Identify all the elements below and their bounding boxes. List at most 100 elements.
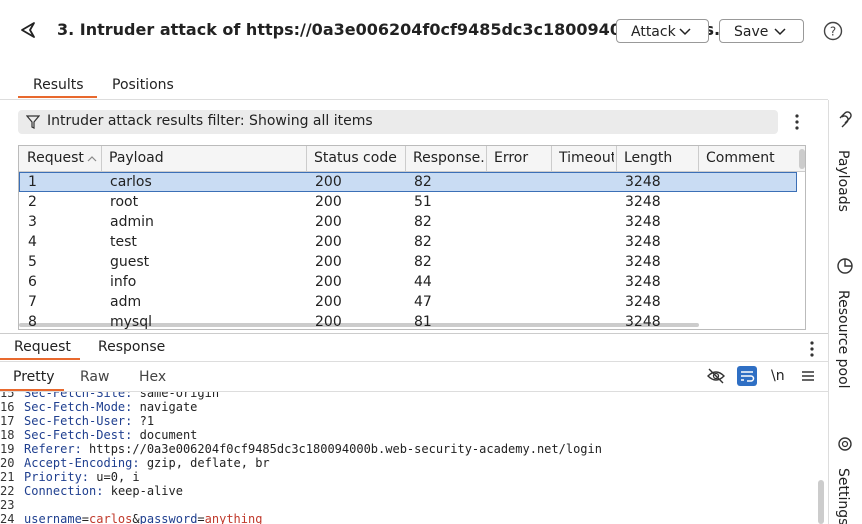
header-value: document bbox=[139, 428, 198, 442]
table-cell: info bbox=[110, 274, 137, 290]
sidebar: Payloads Resource pool Settings bbox=[835, 111, 853, 524]
table-cell: 200 bbox=[315, 234, 342, 250]
param-value: carlos bbox=[89, 512, 133, 524]
button-label: Save bbox=[734, 24, 769, 40]
scrollbar bbox=[799, 149, 805, 169]
line-number: 16 bbox=[0, 400, 15, 414]
table-row[interactable]: 7 adm 200 47 3248 bbox=[19, 292, 797, 312]
tab[interactable]: Positions bbox=[112, 77, 174, 93]
param-name: username bbox=[24, 512, 82, 524]
newline-toggle[interactable]: \n bbox=[771, 368, 785, 384]
column-border bbox=[405, 146, 406, 171]
back-icon[interactable] bbox=[18, 20, 38, 40]
header-value: navigate bbox=[139, 400, 198, 414]
table-cell: 3248 bbox=[625, 294, 661, 310]
tab-underline bbox=[0, 358, 80, 360]
table-cell: 2 bbox=[28, 194, 37, 210]
code-line: username=carlos&password=anything bbox=[24, 512, 262, 524]
sidebar-tab[interactable]: Payloads bbox=[835, 150, 851, 212]
table-cell: 4 bbox=[28, 234, 37, 250]
menu-icon[interactable] bbox=[807, 339, 817, 359]
table-cell: 200 bbox=[315, 294, 342, 310]
tab[interactable]: Request bbox=[14, 339, 71, 355]
param-value: anything bbox=[204, 512, 263, 524]
view-tab[interactable]: Pretty bbox=[13, 369, 55, 385]
tab-underline bbox=[0, 389, 64, 391]
header-value: gzip, deflate, br bbox=[146, 456, 270, 470]
table-row[interactable]: 2 root 200 51 3248 bbox=[19, 192, 797, 212]
save-button[interactable]: Save bbox=[719, 19, 804, 43]
header-name: Priority: bbox=[24, 470, 90, 484]
table-row[interactable]: 8 mysql 200 81 3248 bbox=[19, 312, 797, 330]
table-cell: 200 bbox=[315, 194, 342, 210]
table-row[interactable]: 3 admin 200 82 3248 bbox=[19, 212, 797, 232]
menu-icon[interactable] bbox=[792, 112, 802, 132]
code-line: Connection: keep-alive bbox=[24, 484, 183, 498]
table-cell: 44 bbox=[414, 274, 432, 290]
table-cell: 200 bbox=[315, 214, 342, 230]
table-cell: 7 bbox=[28, 294, 37, 310]
table-row[interactable]: 1 carlos 200 82 3248 bbox=[19, 172, 797, 192]
code-line: Accept-Encoding: gzip, deflate, br bbox=[24, 456, 270, 470]
table-cell: adm bbox=[110, 294, 142, 310]
table-cell: root bbox=[110, 194, 139, 210]
table-row[interactable]: 4 test 200 82 3248 bbox=[19, 232, 797, 252]
code-line: Sec-Fetch-User: ?1 bbox=[24, 414, 154, 428]
table-cell: 3248 bbox=[625, 274, 661, 290]
hide-icon[interactable] bbox=[706, 367, 726, 385]
help-icon[interactable]: ? bbox=[823, 21, 843, 41]
button-label: Attack bbox=[631, 24, 676, 40]
table-cell: 6 bbox=[28, 274, 37, 290]
column-header: Payload bbox=[109, 150, 164, 166]
header-value: ?1 bbox=[139, 414, 155, 428]
column-border bbox=[616, 146, 617, 171]
line-number: 21 bbox=[0, 470, 15, 484]
column-border bbox=[698, 146, 699, 171]
header-name: Sec-Fetch-User: bbox=[24, 414, 133, 428]
table-cell: 200 bbox=[315, 174, 342, 190]
table-cell: 5 bbox=[28, 254, 37, 270]
table-cell: 82 bbox=[414, 234, 432, 250]
attack-button[interactable]: Attack bbox=[616, 19, 709, 43]
window-title: 3. Intruder attack of https://0a3e006204… bbox=[57, 20, 733, 39]
table-row[interactable]: 6 info 200 44 3248 bbox=[19, 272, 797, 292]
line-number: 19 bbox=[0, 442, 15, 456]
line-number: 24 bbox=[0, 512, 15, 524]
header-name: Referer: bbox=[24, 442, 82, 456]
table-cell: 82 bbox=[414, 174, 432, 190]
column-border bbox=[101, 146, 102, 171]
table-row[interactable]: 5 guest 200 82 3248 bbox=[19, 252, 797, 272]
header-value: u=0, i bbox=[96, 470, 140, 484]
line-number: 18 bbox=[0, 428, 15, 442]
line-number: 20 bbox=[0, 456, 15, 470]
table-cell: 3248 bbox=[625, 214, 661, 230]
results-table: Request Payload Status code Response... Erro… bbox=[18, 145, 806, 330]
header-name: Sec-Fetch-Site: bbox=[24, 392, 133, 400]
code-line: Sec-Fetch-Site: same-origin bbox=[24, 392, 219, 400]
sort-icon[interactable] bbox=[87, 155, 97, 163]
table-cell: 3248 bbox=[625, 234, 661, 250]
code-line: Sec-Fetch-Mode: navigate bbox=[24, 400, 197, 414]
delimiter: & bbox=[132, 512, 140, 524]
table-cell: 8 bbox=[28, 314, 37, 330]
sidebar-tab[interactable]: Resource pool bbox=[835, 290, 851, 389]
column-header: Status code bbox=[314, 150, 397, 166]
sidebar-tab[interactable]: Settings bbox=[835, 468, 851, 524]
header-value: keep-alive bbox=[110, 484, 183, 498]
wrap-icon[interactable] bbox=[737, 366, 757, 386]
table-cell: mysql bbox=[110, 314, 152, 330]
header-value: same-origin bbox=[139, 392, 220, 400]
filter-bar[interactable]: Intruder attack results filter: Showing … bbox=[18, 110, 778, 134]
code-line: Sec-Fetch-Dest: document bbox=[24, 428, 197, 442]
column-border bbox=[306, 146, 307, 171]
table-cell: 200 bbox=[315, 314, 342, 330]
tab[interactable]: Response bbox=[98, 339, 166, 355]
view-tab[interactable]: Raw bbox=[80, 369, 110, 385]
view-tab[interactable]: Hex bbox=[139, 369, 167, 385]
menu-icon[interactable] bbox=[801, 369, 815, 383]
table-cell: 200 bbox=[315, 254, 342, 270]
param-name: password bbox=[139, 512, 198, 524]
tab[interactable]: Results bbox=[33, 77, 84, 93]
table-cell: test bbox=[110, 234, 137, 250]
